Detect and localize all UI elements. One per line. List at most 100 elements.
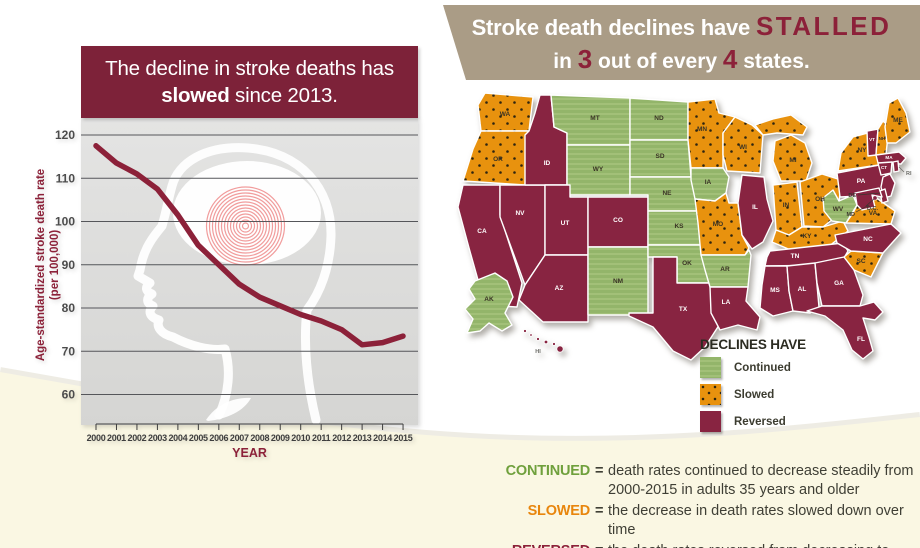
- state-label-MO: MO: [713, 221, 723, 228]
- state-LA: [709, 286, 761, 331]
- x-tick-label: 2005: [189, 433, 208, 443]
- y-axis-title-line1: Age-standardized stroke death rate: [35, 169, 47, 361]
- state-OR: [462, 130, 530, 186]
- gridlines: 120 110 100 90 80 70 60: [55, 128, 418, 402]
- state-label-NV: NV: [515, 210, 525, 217]
- state-label-IN: IN: [783, 202, 790, 209]
- us-states-map: WA OR CA NV ID MT WY UT CO AZ NM ND SD NE KS OK TX MN IA MO…: [457, 92, 912, 361]
- x-tick-label: 2010: [291, 433, 310, 443]
- definition-continued: CONTINUED = death rates continued to dec…: [438, 462, 918, 501]
- definition-term-reversed: REVERSED: [438, 542, 590, 548]
- y-tick-label: 70: [62, 344, 76, 358]
- callout-labels: RI DE D.C. MD: [846, 166, 912, 218]
- head-silhouette-illustration: [133, 143, 336, 425]
- legend-item-slowed: Slowed: [700, 384, 806, 405]
- x-axis: 2000 2001 2002 2003 2004 2005 2006 2007 2008 2009…: [87, 423, 413, 460]
- chart-title-bold-word: slowed: [161, 84, 230, 107]
- state-label-VT: VT: [869, 137, 875, 142]
- definitions-block: CONTINUED = death rates continued to dec…: [438, 462, 918, 548]
- callout-line-DE: [857, 192, 881, 196]
- state-label-VA: VA: [869, 210, 878, 217]
- state-label-AL: AL: [798, 286, 807, 293]
- state-label-WV: WV: [833, 206, 844, 213]
- legend-item-reversed: Reversed: [700, 411, 806, 432]
- banner-line2-mid: out of every: [592, 49, 723, 73]
- definition-reversed: REVERSED = the death rates reversed from…: [438, 542, 918, 548]
- state-label-OH: OH: [815, 196, 825, 203]
- chart-title-line1: The decline in stroke deaths has: [105, 56, 394, 80]
- state-DE: [879, 188, 889, 204]
- callout-line-RI: [898, 166, 905, 173]
- state-label-WA: WA: [500, 111, 511, 118]
- legend-label-slowed: Slowed: [734, 388, 775, 401]
- state-label-TN: TN: [791, 253, 800, 260]
- state-label-AK: AK: [484, 296, 494, 303]
- equals-sign: =: [595, 502, 604, 519]
- neck-curl: [206, 397, 251, 421]
- states-layer: [457, 92, 911, 361]
- x-tick-label: 2014: [373, 433, 392, 443]
- callout-label-DC: D.C.: [867, 206, 878, 212]
- state-label-FL: FL: [857, 336, 865, 343]
- state-label-MT: MT: [590, 115, 599, 122]
- state-WA: [477, 92, 534, 132]
- x-tick-label: 2012: [332, 433, 351, 443]
- state-label-HI: HI: [535, 349, 541, 355]
- x-tick-label: 2003: [148, 433, 167, 443]
- state-KY: [771, 220, 849, 252]
- legend-title: DECLINES HAVE: [700, 337, 806, 352]
- state-label-UT: UT: [561, 220, 570, 227]
- x-tick-label: 2015: [394, 433, 413, 443]
- callout-label-DE: DE: [848, 193, 856, 199]
- y-tick-label: 110: [56, 171, 76, 185]
- y-tick-label: 90: [62, 258, 76, 272]
- state-label-SD: SD: [655, 153, 664, 160]
- state-label-NC: NC: [863, 236, 873, 243]
- map-banner: Stroke death declines have STALLED in 3 …: [443, 5, 920, 80]
- state-label-NH: NH: [879, 136, 886, 141]
- legend-swatch-reversed: [700, 411, 721, 432]
- state-RI: [892, 160, 900, 173]
- x-tick-label: 2004: [168, 433, 187, 443]
- banner-stalled-word: STALLED: [755, 11, 892, 41]
- state-label-OR: OR: [493, 156, 503, 163]
- state-label-WI: WI: [739, 144, 747, 151]
- state-AR: [700, 249, 752, 288]
- head-outline: [133, 143, 336, 425]
- chart-title-text: The decline in stroke deaths has slowed …: [81, 55, 418, 109]
- state-MI: [772, 134, 813, 182]
- state-label-IL: IL: [752, 204, 758, 211]
- x-tick-label: 2001: [107, 433, 126, 443]
- callout-label-RI: RI: [906, 171, 912, 177]
- definition-slowed: SLOWED = the decrease in death rates slo…: [438, 502, 918, 541]
- y-axis-title-line2: (per 100,000): [49, 230, 61, 300]
- banner-number-4: 4: [722, 43, 738, 74]
- state-label-MN: MN: [697, 126, 707, 133]
- state-WI: [722, 116, 764, 174]
- state-label-CT: CT: [881, 165, 887, 170]
- state-ME: [884, 97, 911, 144]
- stroke-death-rate-line: [93, 143, 406, 348]
- state-label-KS: KS: [674, 223, 684, 230]
- state-TX: [628, 256, 728, 361]
- state-label-MA: MA: [885, 155, 893, 160]
- state-label-PA: PA: [857, 178, 866, 185]
- state-label-CA: CA: [477, 228, 487, 235]
- state-label-KY: KY: [802, 233, 812, 240]
- definition-text-slowed: the decrease in death rates slowed down …: [608, 502, 904, 539]
- banner-number-3: 3: [577, 43, 593, 74]
- banner-line2-pre: in: [553, 49, 578, 73]
- state-label-ME: ME: [893, 117, 903, 124]
- state-label-AZ: AZ: [555, 285, 564, 292]
- callout-label-MD: MD: [846, 212, 855, 218]
- definition-term-slowed: SLOWED: [527, 502, 591, 519]
- state-HI: [523, 329, 564, 353]
- legend-label-continued: Continued: [734, 361, 791, 374]
- state-label-CO: CO: [613, 217, 623, 224]
- x-axis-title: YEAR: [232, 446, 267, 460]
- state-AK: [464, 272, 514, 334]
- legend-item-continued: Continued: [700, 357, 806, 378]
- chart-title-rest: since 2013.: [229, 84, 338, 107]
- state-label-ID: ID: [544, 160, 551, 167]
